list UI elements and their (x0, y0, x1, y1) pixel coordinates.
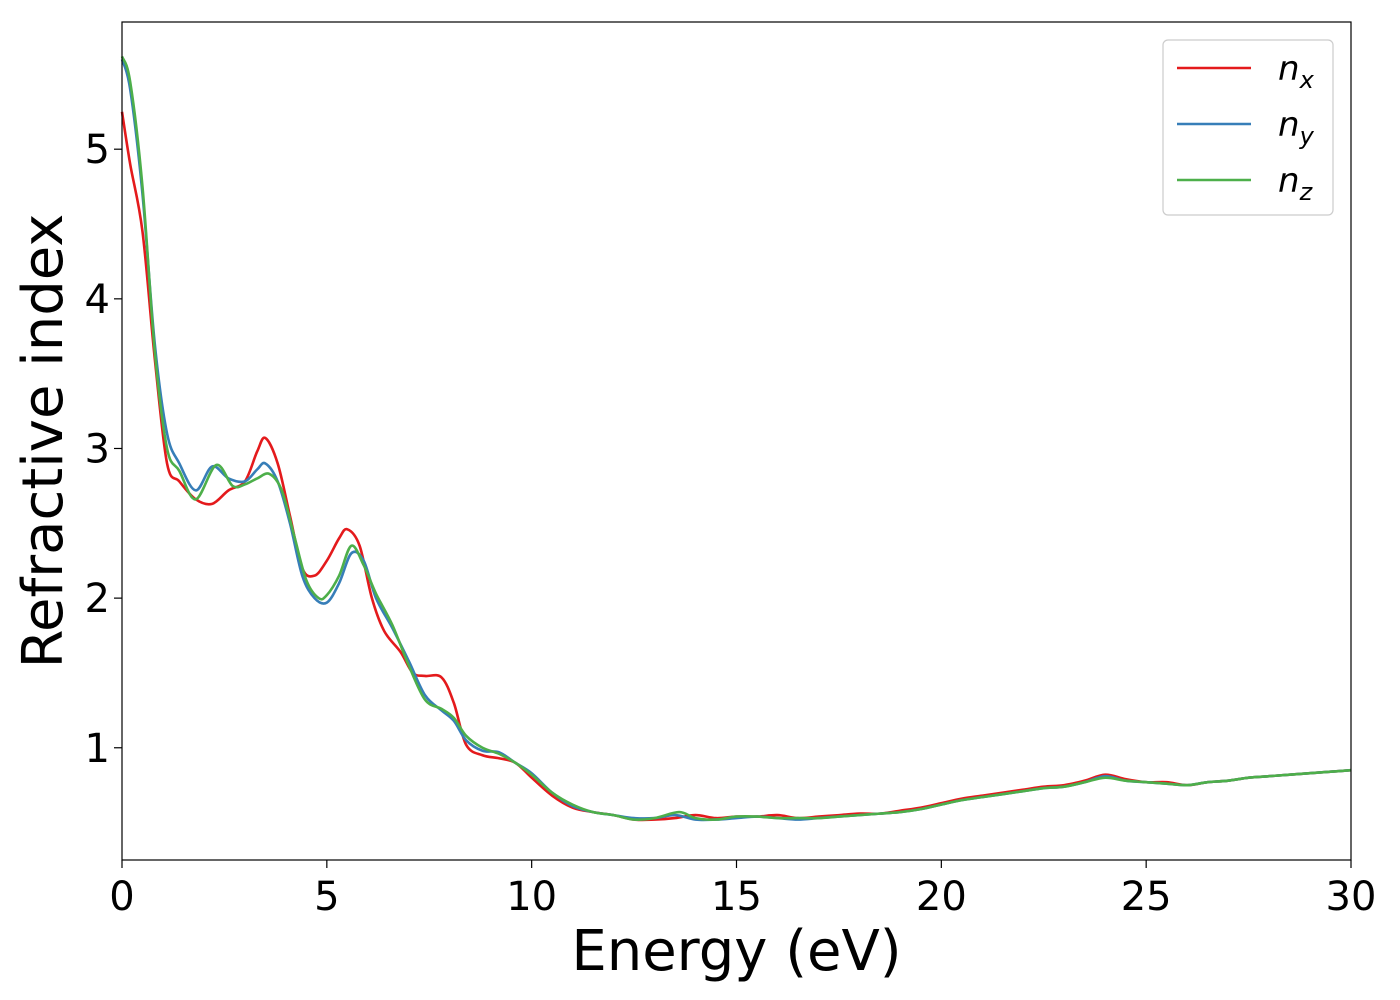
x-axis-label: Energy (eV) (571, 919, 901, 984)
x-tick-label: 30 (1326, 874, 1377, 920)
x-tick-label: 0 (109, 874, 134, 920)
legend-box (1162, 39, 1334, 216)
x-tick-label: 15 (711, 874, 762, 920)
x-tick-label: 5 (314, 874, 339, 920)
x-axis-ticks: 0 5 10 15 20 25 30 (109, 860, 1376, 920)
series-line-nz (120, 55, 1352, 822)
y-axis-label: Refractive index (11, 214, 76, 669)
series-line-nx (120, 111, 1352, 822)
x-tick-label: 20 (916, 874, 967, 920)
x-tick-label: 10 (506, 874, 557, 920)
legend-label-ny: ny (1278, 105, 1315, 150)
y-tick-label: 5 (85, 127, 110, 173)
y-axis-ticks: 1 2 3 4 5 (85, 127, 122, 772)
legend: nx ny nz (1162, 39, 1334, 216)
series-layer (120, 55, 1352, 822)
y-tick-label: 2 (85, 576, 110, 622)
legend-label-nx: nx (1278, 49, 1315, 94)
legend-label-nz: nz (1278, 161, 1314, 206)
y-tick-label: 3 (85, 426, 110, 472)
y-tick-label: 4 (85, 277, 110, 323)
x-tick-label: 25 (1121, 874, 1172, 920)
y-tick-label: 1 (85, 726, 110, 772)
